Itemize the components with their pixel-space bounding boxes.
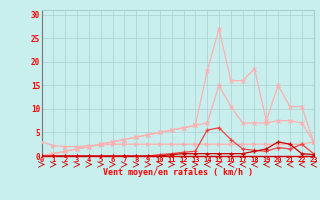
X-axis label: Vent moyen/en rafales ( km/h ): Vent moyen/en rafales ( km/h ) [103,168,252,177]
